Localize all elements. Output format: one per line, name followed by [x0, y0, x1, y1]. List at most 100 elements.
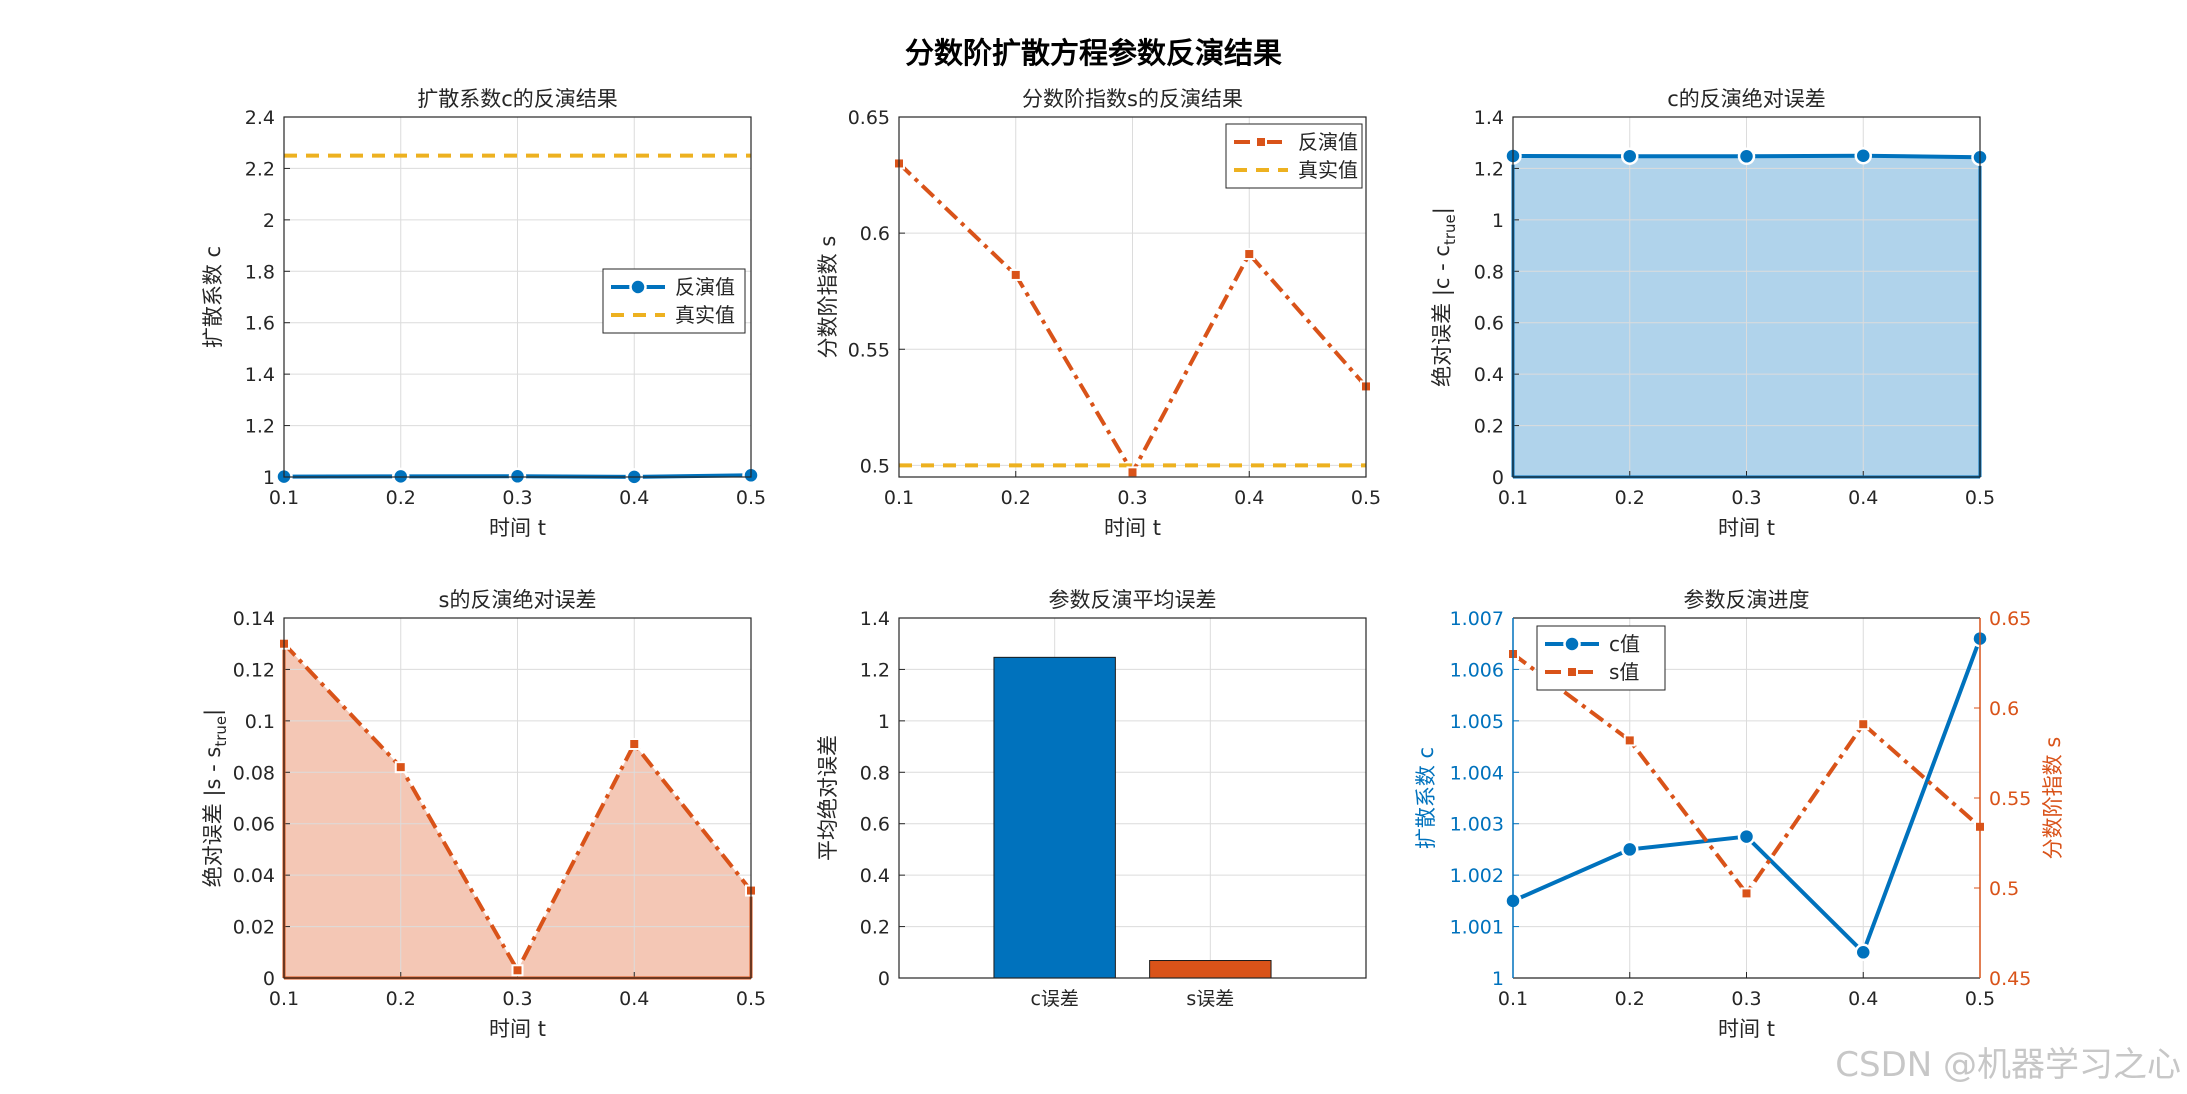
data-point [1737, 147, 1756, 166]
y-tick-label: 0.65 [848, 107, 890, 129]
x-tick-label: 0.1 [1498, 988, 1528, 1010]
y-axis-label: 绝对误差 |s - strue| [201, 709, 230, 887]
y-tick-label-right: 0.5 [1989, 878, 2019, 900]
data-point [392, 467, 410, 486]
data-point [1566, 666, 1578, 678]
chart-title: 参数反演平均误差 [1049, 588, 1217, 612]
y-tick-label: 0.6 [1474, 313, 1504, 335]
y-tick-label: 1.2 [245, 416, 275, 438]
legend-label: s值 [1609, 660, 1639, 684]
data-point [629, 278, 647, 296]
x-axis-label: 时间 t [489, 1017, 546, 1041]
axes-frame [1512, 116, 1981, 478]
x-tick-label: 0.5 [736, 988, 766, 1010]
chart-c: 0.1 0.2 0.3 0.4 0.5 1 1.2 1.4 1.6 1.8 2 2.2 2.4 扩散系数c… [201, 87, 766, 540]
y-tick-label-left: 1 [1492, 968, 1504, 990]
y-tick-label: 2 [263, 210, 275, 232]
y-tick-label: 0.8 [1474, 261, 1504, 283]
y-tick-label: 0 [263, 968, 275, 990]
data-point [1854, 146, 1872, 165]
y-tick-label: 0.08 [233, 762, 275, 784]
y-tick-label: 0.6 [860, 814, 890, 836]
y-tick-label-right: 0.65 [1989, 608, 2031, 630]
x-tick-label: 0.4 [619, 487, 649, 509]
y-tick-label: 0.06 [233, 814, 275, 836]
y-tick-label: 0 [1492, 467, 1504, 489]
y-tick-label-right: 0.6 [1989, 698, 2019, 720]
chart-serr: 0.1 0.2 0.3 0.4 0.5 0 0.02 0.04 0.06 0.08 0.1 0.12 0… [201, 588, 766, 1041]
bar-0 [993, 656, 1116, 979]
y-tick-label: 1.4 [860, 608, 890, 630]
chart-title: 参数反演进度 [1684, 588, 1810, 612]
chart-cerr: 0.1 0.2 0.3 0.4 0.5 0 0.2 0.4 0.6 0.8 1 1.2 1.4 c的反演绝… [1430, 87, 1995, 540]
y-tick-label: 0.12 [233, 659, 275, 681]
x-axis-label: 时间 t [489, 516, 546, 540]
legend-label: 反演值 [1298, 130, 1358, 154]
data-point [628, 738, 641, 750]
x-tick-label: 0.1 [269, 988, 299, 1010]
y-tick-label: 2.4 [245, 107, 275, 129]
y-tick-label-left: 1.005 [1450, 711, 1504, 733]
y-tick-label: 0.1 [245, 711, 275, 733]
chart-title: 扩散系数c的反演结果 [417, 87, 618, 111]
legend-box [602, 268, 746, 334]
y-tick-label: 0.14 [233, 608, 275, 630]
x-tick-label: 0.3 [1731, 487, 1761, 509]
data-point [1854, 943, 1872, 962]
x-tick-label: 0.1 [1498, 487, 1528, 509]
axes-frame [898, 116, 1367, 478]
data-point [1621, 147, 1639, 165]
axes-background [899, 618, 1366, 978]
y-tick-label: 0.4 [860, 865, 890, 887]
x-tick-label: 0.5 [736, 487, 766, 509]
y-tick-label: 1 [263, 467, 275, 489]
x-tick-label: 0.3 [1731, 988, 1761, 1010]
y-axis-label-left: 扩散系数 c [1414, 747, 1438, 849]
y-tick-label-left: 1.001 [1450, 917, 1504, 939]
x-tick-label: 0.5 [1965, 487, 1995, 509]
data-point [1126, 466, 1139, 479]
x-tick-label: 0.4 [1234, 487, 1264, 509]
x-tick-label: 0.1 [269, 487, 299, 509]
data-point [1563, 635, 1581, 653]
y-tick-label-left: 1.004 [1450, 762, 1504, 784]
legend-box [1225, 123, 1363, 189]
legend-box [1536, 625, 1666, 691]
x-tick-label: c误差 [1030, 988, 1078, 1010]
y-tick-label-left: 1.006 [1450, 659, 1504, 681]
x-tick-label: 0.2 [1615, 988, 1645, 1010]
y-tick-label: 0.55 [848, 339, 890, 361]
data-point [1243, 248, 1256, 261]
watermark: CSDN @机器学习之心 [1835, 1045, 2181, 1085]
chart-s: 0.1 0.2 0.3 0.4 0.5 0.5 0.55 0.6 0.65 分数阶指数s的反演结果… [816, 87, 1381, 540]
data-point [1623, 734, 1636, 747]
y-tick-label-left: 1.002 [1450, 865, 1504, 887]
chart-progress: 0.1 0.2 0.3 0.4 0.5 1 1.001 1.002 1.003 1.004 1.00… [1414, 588, 2065, 1041]
y-tick-label: 2.2 [245, 158, 275, 180]
chart-title: 分数阶指数s的反演结果 [1022, 87, 1243, 111]
y-tick-label: 0.2 [860, 917, 890, 939]
y-axis-label-right: 分数阶指数 s [2041, 737, 2065, 860]
y-tick-label: 1.4 [1474, 107, 1504, 129]
x-tick-label: 0.4 [619, 988, 649, 1010]
axes-frame [283, 116, 752, 478]
y-tick-label: 0.6 [860, 223, 890, 245]
x-axis-label: 时间 t [1718, 1017, 1775, 1041]
x-tick-label: 0.2 [386, 988, 416, 1010]
y-tick-label: 0 [878, 968, 890, 990]
data-point [508, 467, 527, 486]
legend-label: 真实值 [1298, 158, 1358, 182]
series-1 [1511, 652, 1982, 896]
data-point [1621, 840, 1639, 859]
y-tick-label: 0.4 [1474, 364, 1504, 386]
chart-title: c的反演绝对误差 [1667, 87, 1826, 111]
y-tick-label: 0.8 [860, 762, 890, 784]
y-tick-label-left: 1.003 [1450, 814, 1504, 836]
x-tick-label: 0.4 [1848, 988, 1878, 1010]
x-axis-label: 时间 t [1718, 516, 1775, 540]
y-tick-label: 1.2 [860, 659, 890, 681]
x-tick-label: 0.3 [502, 487, 532, 509]
data-point [1255, 136, 1267, 148]
legend-label: c值 [1609, 632, 1640, 656]
